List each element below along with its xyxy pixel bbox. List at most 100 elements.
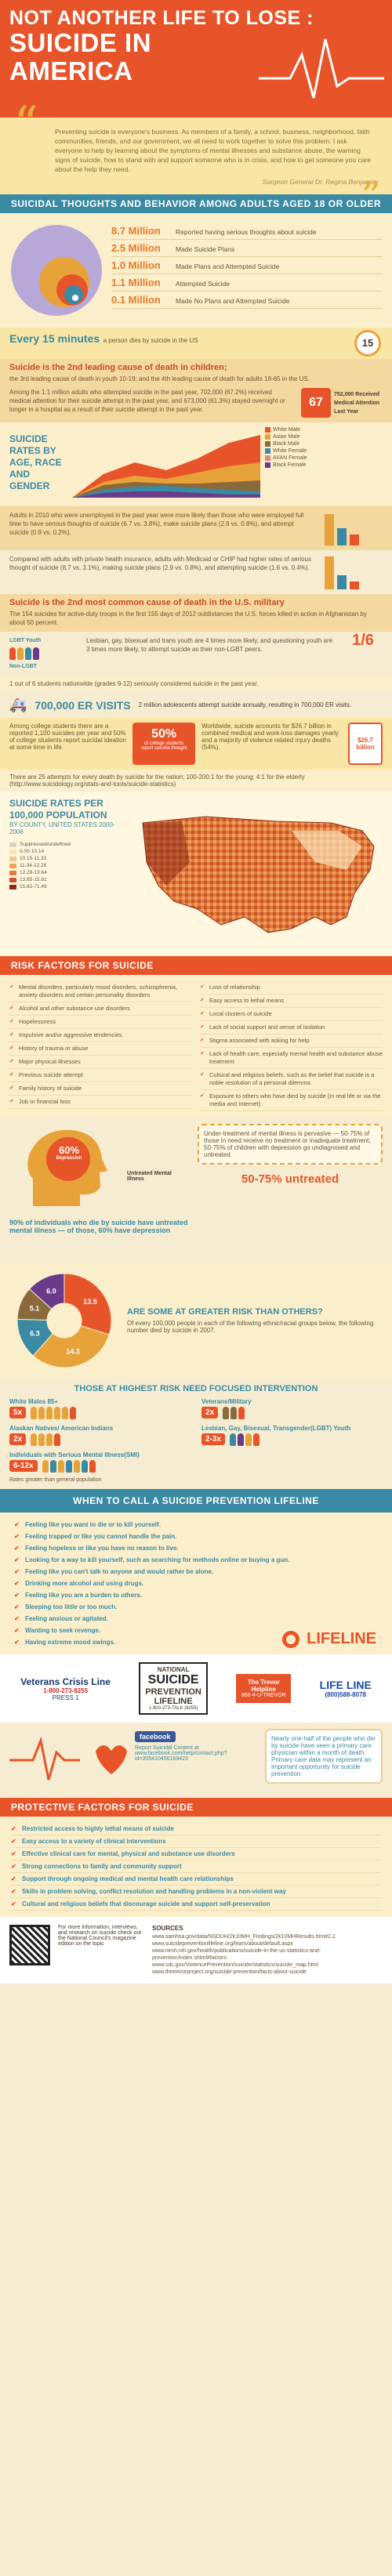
employment-text: Adults in 2010 who were unemployed in th…: [9, 512, 304, 536]
students-note: 1 out of 6 students nationwide (grades 9…: [0, 676, 392, 692]
header: NOT ANOTHER LIFE TO LOSE : SUICIDE IN AM…: [0, 0, 392, 118]
list-item: 1.0 Million Made Plans and Attempted Suic…: [111, 257, 383, 274]
facebook-link[interactable]: Report Suicidal Content at www.facebook.…: [135, 1745, 227, 1762]
legend-item: AI/AN Female: [265, 455, 323, 461]
greater-title: ARE SOME AT GREATER RISK THAN OTHERS?: [127, 1307, 323, 1317]
protective-factors: Restricted access to highly lethal means…: [0, 1817, 392, 1917]
pie-slice-label: 14.3: [66, 1348, 80, 1356]
employment-section: Adults in 2010 who were unemployed in th…: [0, 506, 392, 550]
college-text: Among college students there are a repor…: [9, 723, 126, 751]
students-text: 1 out of 6 students nationwide (grades 9…: [9, 680, 259, 687]
protect-title: PROTECTIVE FACTORS FOR SUICIDE: [0, 1798, 392, 1817]
facebook-tag[interactable]: facebook: [135, 1731, 176, 1742]
when-to-call: Feeling like you want to die or to kill …: [0, 1513, 392, 1654]
pie-slice-label: 6.0: [46, 1288, 56, 1295]
list-item: Exposure to others who have died by suic…: [200, 1090, 383, 1111]
attempts-text: Among the 1.1 million adults who attempt…: [9, 389, 285, 413]
pie-slice: [28, 1273, 65, 1310]
list-item: Easy access to a variety of clinical int…: [11, 1835, 381, 1848]
untreated-stat: 50-75% untreated: [241, 1172, 339, 1186]
every-15-minutes: Every 15 minutes a person dies by suicid…: [0, 328, 392, 359]
undertreatment-box: Under-treatment of mental illness is per…: [198, 1124, 383, 1165]
pie-slice: [32, 1324, 110, 1368]
list-item: Skills in problem solving, conflict reso…: [11, 1886, 381, 1898]
legend-item: Asian Male: [265, 434, 323, 440]
quote-text: Preventing suicide is everyone's busines…: [55, 128, 372, 173]
sources: SOURCES www.samhsa.gov/data/NSDUH/2k10MH…: [152, 1925, 383, 1976]
legend-item: White Male: [265, 427, 323, 433]
list-item: 8.7 Million Reported having serious thoug…: [111, 223, 383, 240]
military-text: The 154 suicides for active-duty troops …: [9, 610, 367, 626]
protect-list: Restricted access to highly lethal means…: [11, 1823, 381, 1911]
list-item: Sleeping too little or too much.: [14, 1601, 383, 1613]
rates-legend: White Male Asian Male Black Male White F…: [260, 427, 323, 502]
list-item: Easy access to lethal means: [200, 995, 383, 1008]
legend-item: Black Male: [265, 441, 323, 447]
ekg-heart-icon: [9, 1736, 127, 1781]
list-item: Wanting to seek revenge.: [14, 1625, 383, 1636]
source-link[interactable]: www.cdc.gov/ViolencePrevention/suicide/s…: [152, 1962, 318, 1968]
list-item: Feeling hopeless or like you have no rea…: [14, 1542, 383, 1554]
rates-section: SUICIDE RATES BY AGE, RACE AND GENDER Wh…: [0, 422, 392, 506]
page-title: NOT ANOTHER LIFE TO LOSE : SUICIDE IN AM…: [9, 8, 383, 85]
attempts-25-text: There are 25 attempts for every death by…: [9, 774, 305, 788]
depression-pct: 60% Depression: [56, 1144, 82, 1161]
qr-code-icon[interactable]: [9, 1925, 50, 1966]
list-item: Hopelessness: [9, 1016, 192, 1029]
source-link[interactable]: www.samhsa.gov/data/NSDUH/2k10MH_Finding…: [152, 1934, 336, 1940]
insurance-bars: [320, 555, 383, 589]
pie-slice-label: 13.5: [83, 1298, 97, 1306]
children-text: the 3rd leading cause of death in youth …: [9, 375, 310, 382]
list-item: Support through ongoing medical and ment…: [11, 1873, 381, 1886]
pie-slice-label: 6.3: [30, 1329, 40, 1337]
highest-note: Rates greater than general population: [9, 1477, 102, 1483]
list-item: Family history of suicide: [9, 1082, 192, 1096]
national-suicide-prevention-lifeline-logo[interactable]: NATIONAL SUICIDE PREVENTION LIFELINE 1-8…: [139, 1662, 208, 1715]
thoughts-section: 8.7 Million Reported having serious thoug…: [0, 213, 392, 328]
list-item: Effective clinical care for mental, phys…: [11, 1848, 381, 1860]
legend-item: Suppressed/undefined: [9, 842, 383, 847]
map-caption: BY COUNTY, UNITED STATES 2000-2006: [9, 821, 115, 835]
list-item: Veterans/Military 2x: [201, 1398, 383, 1420]
head-silhouette-icon: [27, 1129, 108, 1206]
legend-item: 11.34-12.28: [9, 863, 383, 868]
map-legend: Suppressed/undefined 0.00-10.14 10.15-11…: [9, 842, 383, 889]
title-line-3: AMERICA: [9, 56, 133, 85]
open-quote-icon: “: [14, 96, 38, 151]
primary-care-box: Nearly one-half of the people who die by…: [265, 1729, 383, 1784]
list-item: Lack of social support and sense of isol…: [200, 1021, 383, 1034]
lgbt-ratio: 1/6: [352, 632, 374, 649]
depression-90-text: 90% of individuals who die by suicide ha…: [9, 1219, 188, 1234]
insurance-text: Compared with adults with private health…: [9, 556, 311, 571]
children-title: Suicide is the 2nd leading cause of deat…: [9, 363, 227, 372]
list-item: Lack of health care, especially mental h…: [200, 1048, 383, 1069]
legend-item: 13.65-15.61: [9, 877, 383, 882]
military-title: Suicide is the 2nd most common cause of …: [9, 598, 285, 607]
life-ring-icon: [281, 1630, 299, 1648]
title-line-2: SUICIDE IN: [9, 28, 152, 57]
list-item: Cultural and religious beliefs, such as …: [200, 1069, 383, 1090]
facebook-section: facebook Report Suicidal Content at www.…: [0, 1723, 392, 1798]
list-item: Cultural and religious beliefs that disc…: [11, 1898, 381, 1911]
employment-bars: [320, 511, 383, 545]
veterans-crisis-line-logo[interactable]: Veterans Crisis Line 1-800-273-8255 PRES…: [20, 1676, 111, 1701]
college-section: Among college students there are a repor…: [0, 718, 392, 770]
source-link[interactable]: www.suicidepreventionlifeline.org/learn/…: [152, 1941, 293, 1947]
er-visits-section: 🚑 700,000 ER VISITS 2 million adolescent…: [0, 692, 392, 718]
list-item: Drinking more alcohol and using drugs.: [14, 1578, 383, 1589]
er-num: 700,000 ER VISITS: [34, 698, 131, 712]
college-pct: 50%: [151, 727, 177, 741]
list-item: Individuals with Serious Mental Illness(…: [9, 1451, 191, 1473]
list-item: Alaskan Natives/ American Indians 2x: [9, 1425, 191, 1447]
pill-bottle-icon: $26.7 billion: [348, 723, 383, 765]
trevor-helpline-logo[interactable]: The Trevor Helpline 866-4-U-TREVOR: [236, 1674, 292, 1703]
list-item: Stigma associated with asking for help: [200, 1034, 383, 1048]
when-list: Feeling like you want to die or to kill …: [14, 1519, 383, 1648]
life-line-logo[interactable]: LIFE LINE (800)588-8078: [319, 1679, 372, 1698]
source-link[interactable]: www.nimh.nih.gov/health/publications/sui…: [152, 1948, 321, 1961]
source-link[interactable]: www.thetrevorproject.org/suicide-prevent…: [152, 1969, 307, 1975]
list-item: Looking for a way to kill yourself, such…: [14, 1554, 383, 1566]
when-title: WHEN TO CALL A SUICIDE PREVENTION LIFELI…: [0, 1489, 392, 1513]
list-item: 0.1 Million Made No Plans and Attempted S…: [111, 292, 383, 309]
list-item: Mental disorders, particularly mood diso…: [9, 981, 192, 1002]
